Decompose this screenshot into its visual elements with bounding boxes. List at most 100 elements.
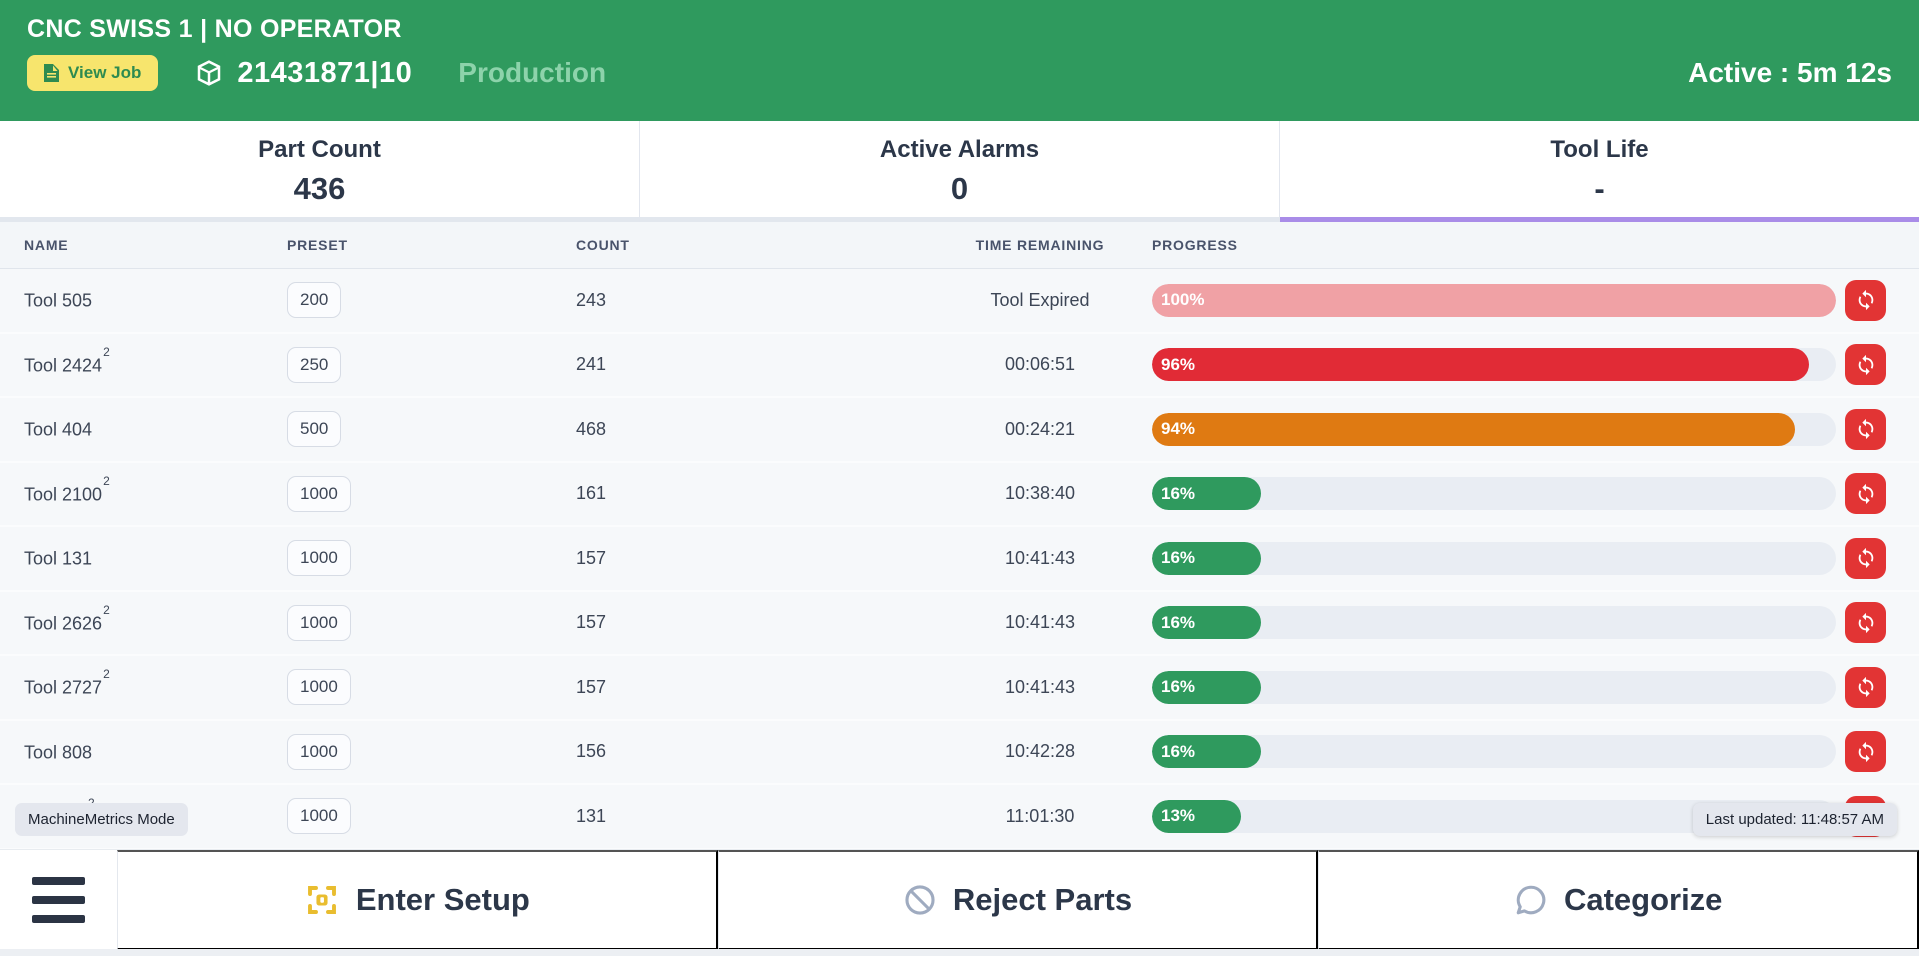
progress-bar: 13% (1152, 800, 1241, 833)
count-cell: 468 (576, 419, 928, 440)
progress-bar: 16% (1152, 542, 1261, 575)
progress-track: 16% (1152, 671, 1836, 704)
time-remaining-value: 10:41:43 (1005, 677, 1075, 697)
preset-chip: 1000 (287, 798, 351, 834)
reset-tool-button[interactable] (1845, 731, 1886, 772)
tool-name: Tool 808 (24, 742, 92, 762)
refresh-icon (1855, 354, 1877, 376)
reset-tool-button[interactable] (1845, 409, 1886, 450)
progress-cell: 16% (1152, 538, 1919, 579)
tab-part-count[interactable]: Part Count 436 (0, 121, 640, 222)
count-cell: 131 (576, 806, 928, 827)
table-row: Tool 131 1000 157 10:41:43 16% (0, 527, 1919, 592)
progress-track: 100% (1152, 284, 1836, 317)
tab-tool-life[interactable]: Tool Life - (1280, 121, 1919, 222)
reject-parts-label: Reject Parts (953, 882, 1132, 918)
progress-bar: 16% (1152, 735, 1261, 768)
reset-tool-button[interactable] (1845, 667, 1886, 708)
refresh-icon (1855, 676, 1877, 698)
progress-percent-label: 16% (1161, 484, 1195, 504)
count-value: 241 (576, 354, 606, 374)
refresh-icon (1855, 289, 1877, 311)
time-remaining-cell: 10:38:40 (928, 483, 1152, 504)
job-number: 21431871|10 (237, 57, 412, 90)
machinemetrics-mode-badge: MachineMetrics Mode (15, 803, 188, 836)
preset-chip: 200 (287, 282, 341, 318)
reset-tool-button[interactable] (1845, 602, 1886, 643)
column-header-count: COUNT (576, 237, 928, 253)
reset-tool-button[interactable] (1845, 473, 1886, 514)
time-remaining-cell: 10:41:43 (928, 612, 1152, 633)
time-remaining-cell: 00:24:21 (928, 419, 1152, 440)
preset-cell: 1000 (287, 605, 576, 641)
categorize-label: Categorize (1564, 882, 1722, 918)
progress-cell: 94% (1152, 409, 1919, 450)
progress-cell: 16% (1152, 602, 1919, 643)
progress-cell: 16% (1152, 473, 1919, 514)
tool-name: Tool 2626 (24, 613, 102, 633)
machine-dashboard: CNC SWISS 1 | NO OPERATOR View Job 21431… (0, 0, 1919, 956)
preset-chip: 1000 (287, 476, 351, 512)
reject-parts-button[interactable]: Reject Parts (718, 850, 1319, 950)
count-cell: 243 (576, 290, 928, 311)
preset-cell: 1000 (287, 540, 576, 576)
refresh-icon (1855, 483, 1877, 505)
column-header-progress: PROGRESS (1152, 237, 1919, 253)
time-remaining-value: 11:01:30 (1006, 806, 1075, 826)
bottom-action-bar: Enter Setup Reject Parts Categorize (0, 849, 1919, 950)
time-remaining-value: Tool Expired (990, 290, 1089, 310)
tool-name: Tool 131 (24, 548, 92, 568)
tool-name-cell: Tool 131 (0, 547, 287, 569)
machine-title: CNC SWISS 1 | NO OPERATOR (27, 15, 1892, 44)
progress-bar: 96% (1152, 348, 1809, 381)
stat-value: 436 (294, 171, 346, 207)
production-status: Production (458, 57, 606, 89)
stat-cards: Part Count 436 Active Alarms 0 Tool Life… (0, 121, 1919, 222)
table-row: Tool 21002 1000 161 10:38:40 16% (0, 463, 1919, 528)
column-header-preset: PRESET (287, 237, 576, 253)
tab-active-alarms[interactable]: Active Alarms 0 (640, 121, 1280, 222)
time-remaining-value: 00:06:51 (1005, 354, 1075, 374)
count-value: 161 (576, 483, 606, 503)
stat-label: Part Count (258, 136, 381, 164)
last-updated-badge: Last updated: 11:48:57 AM (1693, 803, 1897, 836)
tool-name: Tool 2727 (24, 677, 102, 697)
progress-bar: 16% (1152, 477, 1261, 510)
preset-chip: 1000 (287, 540, 351, 576)
progress-cell: 96% (1152, 344, 1919, 385)
setup-scan-icon (304, 882, 340, 918)
reset-tool-button[interactable] (1845, 344, 1886, 385)
speech-bubble-icon (1514, 883, 1548, 917)
time-remaining-cell: 00:06:51 (928, 354, 1152, 375)
progress-track: 16% (1152, 477, 1836, 510)
machine-header: CNC SWISS 1 | NO OPERATOR View Job 21431… (0, 0, 1919, 121)
table-row: Tool 24242 250 241 00:06:51 96% (0, 334, 1919, 399)
column-header-time: TIME REMAINING (928, 237, 1152, 253)
progress-bar: 16% (1152, 606, 1261, 639)
progress-track: 16% (1152, 735, 1836, 768)
preset-cell: 1000 (287, 798, 576, 834)
tool-name-superscript: 2 (103, 667, 110, 681)
time-remaining-value: 10:41:43 (1005, 548, 1075, 568)
count-value: 131 (576, 806, 606, 826)
progress-bar: 94% (1152, 413, 1795, 446)
enter-setup-button[interactable]: Enter Setup (117, 850, 718, 950)
active-time: Active : 5m 12s (1688, 57, 1892, 89)
reset-tool-button[interactable] (1845, 538, 1886, 579)
hamburger-icon (32, 877, 85, 885)
time-remaining-cell: 11:01:30 (928, 806, 1152, 827)
tool-name-cell: Tool 27272 (0, 676, 287, 698)
stat-label: Active Alarms (880, 136, 1039, 164)
categorize-button[interactable]: Categorize (1318, 850, 1919, 950)
progress-track: 94% (1152, 413, 1836, 446)
table-row: Tool 808 1000 156 10:42:28 16% (0, 721, 1919, 786)
count-cell: 157 (576, 677, 928, 698)
hamburger-menu-button[interactable] (0, 850, 117, 950)
table-row: Tool 26262 1000 157 10:41:43 16% (0, 592, 1919, 657)
view-job-button[interactable]: View Job (27, 55, 158, 91)
stat-label: Tool Life (1550, 136, 1648, 164)
progress-bar: 16% (1152, 671, 1261, 704)
reset-tool-button[interactable] (1845, 280, 1886, 321)
time-remaining-cell: 10:41:43 (928, 677, 1152, 698)
package-icon (194, 58, 224, 88)
